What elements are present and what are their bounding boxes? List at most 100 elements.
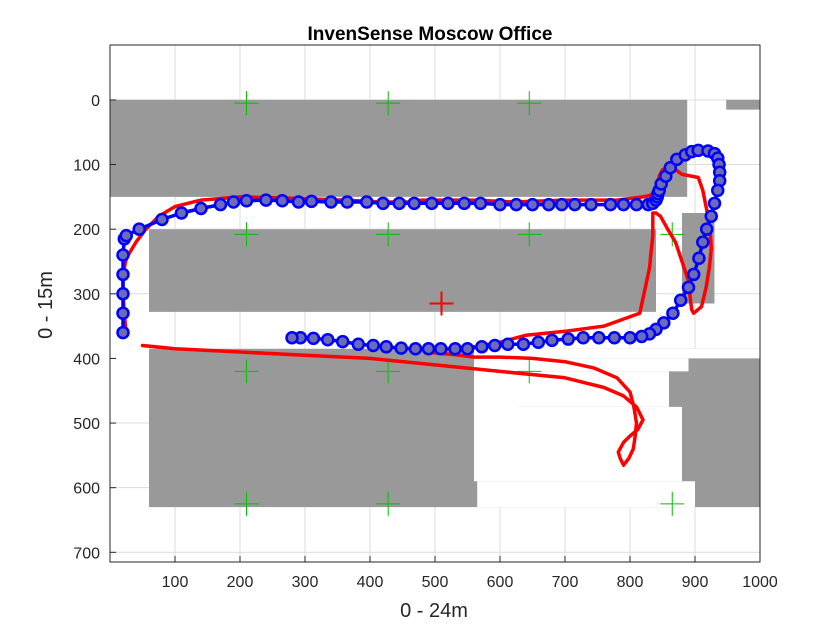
estimated-path-point [394,341,408,355]
wall-block [726,99,760,110]
x-tick-label: 800 [617,574,644,591]
series-layer [116,143,727,467]
estimated-path-point [555,197,569,212]
estimated-path-point [291,195,306,209]
estimated-path-point [434,341,448,356]
estimated-path-point [623,331,637,345]
estimated-path-point [542,197,556,212]
plus-marker [234,222,259,247]
estimated-path-point [531,335,546,350]
estimated-path-point [116,267,130,282]
estimated-path-point [360,195,374,209]
estimated-path-point [673,293,688,308]
estimated-path-point [275,193,289,208]
plus-marker [376,491,401,516]
estimated-path-point [306,331,321,346]
estimated-path-point [321,332,335,347]
estimated-path-point [116,325,130,340]
estimated-path-point [493,197,507,212]
estimated-path-point [501,337,515,351]
estimated-path-point [116,306,130,320]
estimated-path-point [460,341,475,356]
plus-marker [234,491,259,516]
estimated-path-point [324,195,338,209]
estimated-path-point [584,197,598,212]
x-tick-label: 900 [682,574,709,591]
estimated-path-point [681,280,696,295]
plus-marker [517,91,542,116]
estimated-path-point [634,329,649,344]
x-tick-label: 400 [357,574,384,591]
y-axis-label: 0 - 15m [35,271,57,339]
estimated-path-point [226,195,241,209]
estimated-path-point [407,196,421,211]
x-tick-label: 500 [422,574,449,591]
estimated-path-point [525,197,540,212]
estimated-path-point [666,306,680,320]
open-area [474,348,760,359]
estimated-path-point [663,161,678,175]
x-tick-label: 700 [552,574,579,591]
y-tick-label: 400 [73,351,100,368]
x-axis-label: 0 - 24m [400,600,468,622]
estimated-path-point [351,337,366,351]
estimated-path-point [616,197,631,212]
estimated-path-point [699,222,714,236]
x-axis-ticks: 100 200 300 400 500 600 700 800 900 1000 [162,556,778,591]
x-tick-label: 600 [487,574,514,591]
estimated-path-point [239,193,254,208]
estimated-path-point [213,197,228,212]
plus-marker [234,359,259,384]
estimated-path-point [457,196,471,211]
y-tick-label: 100 [73,158,100,175]
estimated-path-point [568,197,582,212]
estimated-path-point [174,206,189,220]
y-tick-label: 600 [73,481,100,498]
x-tick-label: 200 [227,574,254,591]
estimated-path-point [366,338,380,353]
open-area [477,481,695,508]
y-axis-ticks: 0 100 200 300 400 500 600 700 [73,93,116,562]
estimated-path-point [304,194,319,209]
estimated-path-point [194,201,208,216]
estimated-path-point [603,197,618,212]
estimated-path-point [259,193,273,207]
estimated-path-point [696,235,710,249]
estimated-path-point [475,340,489,354]
estimated-path-point [473,196,488,211]
estimated-path-point [509,197,523,212]
chart-title: InvenSense Moscow Office [308,24,553,45]
wall-block [149,229,656,312]
estimated-path-point [686,267,701,282]
floor-plan-open-areas [110,348,760,508]
plus-marker [517,359,542,384]
start-marker [429,291,454,316]
plus-markers [234,91,685,516]
estimated-path-point [408,341,423,356]
estimated-path-point [629,197,644,212]
estimated-path-point [711,183,725,198]
y-tick-label: 700 [73,545,100,562]
estimated-path-point [448,341,462,356]
y-tick-label: 0 [91,93,100,110]
x-tick-label: 300 [292,574,319,591]
plus-marker [376,359,401,384]
estimated-path-point [516,337,531,351]
y-tick-label: 500 [73,416,100,433]
estimated-path-point [441,196,455,211]
estimated-path-point [376,196,390,211]
y-tick-label: 200 [73,222,100,239]
estimated-path-point [576,331,590,345]
estimated-path-point [561,332,575,346]
estimated-path-point [707,196,722,211]
open-area [474,406,682,482]
plus-marker [660,491,685,516]
estimated-path-point [607,331,622,345]
open-area [474,373,517,417]
plus-marker [517,222,542,247]
plot-area [109,44,761,563]
estimated-path-point [488,338,502,353]
wall-block [110,99,688,197]
estimated-path-point [116,287,130,301]
x-tick-label: 100 [162,574,189,591]
